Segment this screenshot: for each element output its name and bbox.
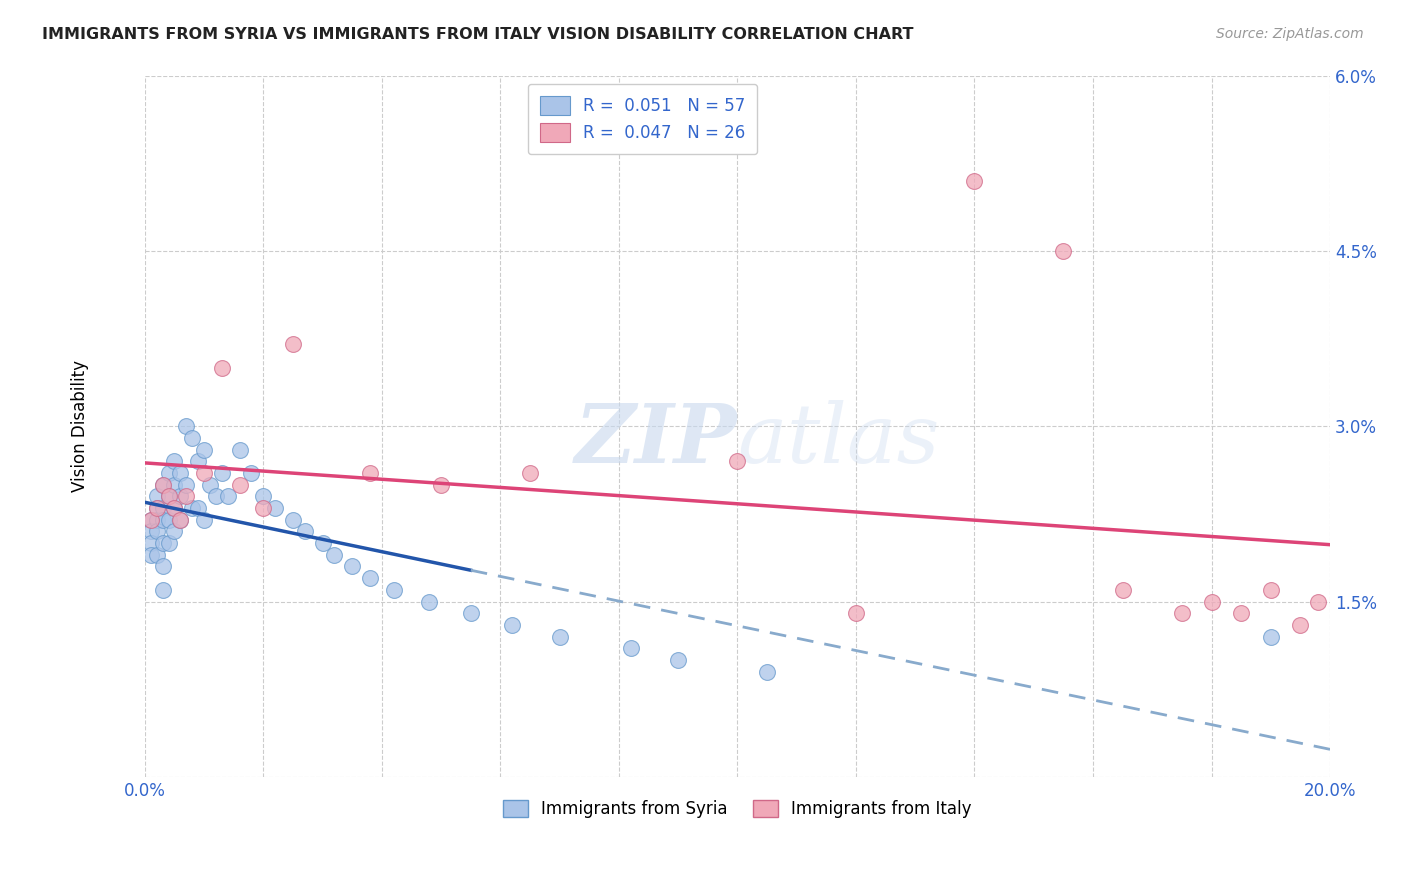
Point: [359, 466, 381, 480]
Point: [152, 559, 174, 574]
Point: [1111, 582, 1133, 597]
Point: [311, 536, 333, 550]
Point: [418, 594, 440, 608]
Point: [139, 524, 162, 539]
Point: [157, 489, 180, 503]
Point: [240, 466, 263, 480]
Text: Source: ZipAtlas.com: Source: ZipAtlas.com: [1216, 27, 1364, 41]
Point: [163, 501, 186, 516]
Point: [139, 513, 162, 527]
Point: [382, 582, 405, 597]
Point: [152, 477, 174, 491]
Point: [169, 466, 191, 480]
Point: [264, 501, 287, 516]
Point: [519, 466, 541, 480]
Point: [1260, 582, 1282, 597]
Point: [152, 536, 174, 550]
Point: [501, 618, 523, 632]
Point: [145, 513, 167, 527]
Point: [281, 337, 304, 351]
Point: [163, 454, 186, 468]
Point: [193, 442, 215, 457]
Point: [756, 665, 779, 679]
Point: [152, 513, 174, 527]
Point: [1201, 594, 1223, 608]
Point: [323, 548, 346, 562]
Point: [217, 489, 239, 503]
Point: [430, 477, 453, 491]
Point: [725, 454, 748, 468]
Point: [205, 489, 228, 503]
Point: [1308, 594, 1330, 608]
Point: [152, 501, 174, 516]
Point: [666, 653, 689, 667]
Point: [620, 641, 643, 656]
Point: [294, 524, 316, 539]
Point: [145, 501, 167, 516]
Point: [359, 571, 381, 585]
Point: [1230, 606, 1253, 620]
Point: [193, 513, 215, 527]
Point: [187, 454, 209, 468]
Point: [152, 582, 174, 597]
Text: IMMIGRANTS FROM SYRIA VS IMMIGRANTS FROM ITALY VISION DISABILITY CORRELATION CHA: IMMIGRANTS FROM SYRIA VS IMMIGRANTS FROM…: [42, 27, 914, 42]
Point: [252, 489, 274, 503]
Point: [145, 548, 167, 562]
Point: [548, 630, 571, 644]
Point: [252, 501, 274, 516]
Point: [211, 466, 233, 480]
Point: [963, 174, 986, 188]
Legend: Immigrants from Syria, Immigrants from Italy: Immigrants from Syria, Immigrants from I…: [496, 793, 979, 824]
Point: [169, 489, 191, 503]
Point: [157, 489, 180, 503]
Point: [174, 419, 197, 434]
Point: [174, 489, 197, 503]
Point: [198, 477, 221, 491]
Y-axis label: Vision Disability: Vision Disability: [72, 360, 89, 492]
Point: [169, 513, 191, 527]
Point: [228, 477, 250, 491]
Point: [281, 513, 304, 527]
Point: [845, 606, 868, 620]
Point: [139, 536, 162, 550]
Point: [228, 442, 250, 457]
Point: [157, 466, 180, 480]
Point: [1289, 618, 1312, 632]
Text: ZIP: ZIP: [575, 401, 737, 480]
Point: [1260, 630, 1282, 644]
Point: [152, 477, 174, 491]
Point: [145, 489, 167, 503]
Point: [157, 536, 180, 550]
Point: [174, 477, 197, 491]
Point: [181, 501, 204, 516]
Point: [163, 501, 186, 516]
Point: [193, 466, 215, 480]
Text: atlas: atlas: [737, 401, 939, 480]
Point: [139, 513, 162, 527]
Point: [163, 524, 186, 539]
Point: [342, 559, 364, 574]
Point: [211, 360, 233, 375]
Point: [145, 501, 167, 516]
Point: [163, 477, 186, 491]
Point: [181, 431, 204, 445]
Point: [139, 548, 162, 562]
Point: [157, 513, 180, 527]
Point: [1171, 606, 1194, 620]
Point: [145, 524, 167, 539]
Point: [1052, 244, 1074, 258]
Point: [460, 606, 482, 620]
Point: [169, 513, 191, 527]
Point: [187, 501, 209, 516]
